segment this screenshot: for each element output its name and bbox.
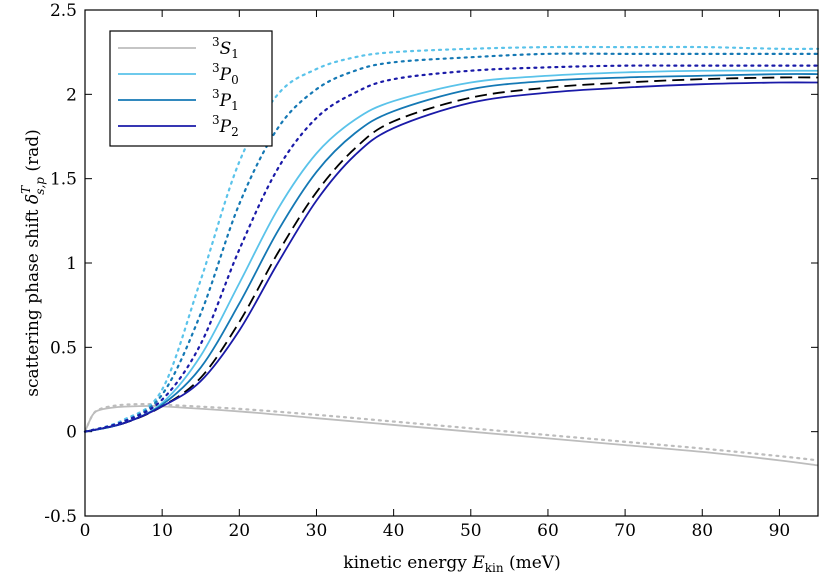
plot-frame	[84, 9, 819, 517]
x-tick-label: 0	[80, 521, 91, 541]
x-tick-label: 60	[537, 521, 559, 541]
series-line-s1-dotted	[83, 403, 820, 462]
x-tick-label: 90	[769, 521, 791, 541]
legend-entry: 3P2	[212, 113, 239, 139]
series-line-p1-solid	[84, 73, 819, 433]
x-tick-label: 50	[460, 521, 482, 541]
y-tick-label: 2	[66, 85, 77, 105]
series-line-ref-dashed	[84, 76, 819, 433]
series-line-p0-solid	[84, 69, 818, 433]
series-layer	[83, 45, 820, 467]
y-tick-label: 1	[66, 254, 77, 274]
x-tick-label: 30	[306, 521, 328, 541]
x-tick-label: 40	[383, 521, 405, 541]
series-line-s1-solid	[84, 404, 819, 467]
y-tick-label: 1.5	[50, 170, 77, 190]
y-tick-label: 0	[66, 423, 77, 443]
axis-ticks	[84, 9, 818, 517]
y-tick-label: -0.5	[44, 507, 77, 527]
x-tick-label: 80	[691, 521, 713, 541]
series-line-p2-dotted	[83, 64, 820, 433]
legend-entry: 3P1	[212, 87, 239, 113]
x-tick-label: 70	[614, 521, 636, 541]
x-tick-label: 20	[228, 521, 250, 541]
x-axis-label: kinetic energy Ekin (meV)	[343, 553, 560, 575]
y-axis-label: scattering phase shift δTs,p (rad)	[19, 129, 47, 397]
y-tick-label: 0.5	[50, 338, 77, 358]
tick-labels: 0 10 20 30 40 50 60 70 80 90-0.500.511.522.5	[44, 1, 790, 541]
series-line-p2-solid	[84, 81, 819, 433]
legend-entry: 3S1	[212, 35, 239, 61]
x-tick-label: 10	[151, 521, 173, 541]
series-line-p0-dotted	[83, 45, 820, 433]
series-line-p1-dotted	[83, 52, 820, 433]
legend-entry: 3P0	[212, 61, 239, 87]
y-tick-label: 2.5	[50, 1, 77, 21]
